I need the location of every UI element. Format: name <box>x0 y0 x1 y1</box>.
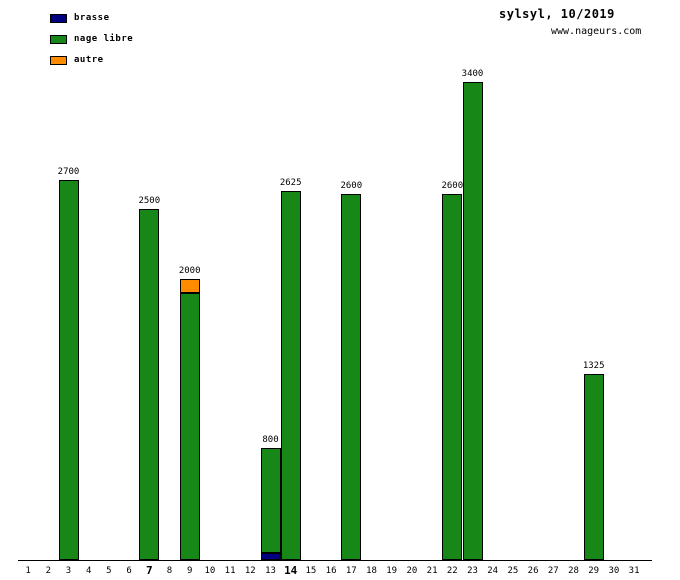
legend: brasse nage libre autre <box>50 13 133 76</box>
bar-segment-nage_libre <box>179 293 200 560</box>
bar-segment-nage_libre <box>462 82 483 560</box>
x-axis-label-day-27: 27 <box>547 566 559 576</box>
bar-day-22 <box>442 194 463 560</box>
bar-value-label: 2600 <box>441 181 464 191</box>
bar-value-label: 1325 <box>582 361 605 371</box>
x-axis-label-day-18: 18 <box>366 566 377 576</box>
x-axis-label-day-23: 23 <box>467 566 478 576</box>
x-axis-label-day-30: 30 <box>608 566 620 576</box>
bar-value-label: 2700 <box>57 167 80 177</box>
x-axis-label-day-21: 21 <box>426 566 438 576</box>
x-axis-label-day-14: 14 <box>284 564 298 577</box>
bar-segment-nage_libre <box>442 194 463 560</box>
x-axis-label-day-8: 8 <box>166 566 173 576</box>
bar-day-17 <box>341 194 362 560</box>
autre-color-swatch <box>50 55 67 65</box>
x-axis-label-day-7: 7 <box>145 564 153 577</box>
x-axis-label-day-6: 6 <box>126 566 132 576</box>
x-axis-label-day-16: 16 <box>325 566 337 576</box>
x-axis-label-day-25: 25 <box>507 566 519 576</box>
x-axis-label-day-20: 20 <box>406 566 418 576</box>
x-axis-label-day-2: 2 <box>45 566 51 576</box>
x-axis-label-day-29: 29 <box>588 566 600 576</box>
brasse-color-swatch <box>50 13 67 23</box>
bar-segment-brasse <box>260 553 281 560</box>
x-axis-label-day-10: 10 <box>204 566 216 576</box>
bar-segment-autre <box>179 279 200 293</box>
bar-day-9 <box>179 279 200 560</box>
x-axis-label-day-24: 24 <box>487 566 499 576</box>
legend-label-nage-libre: nage libre <box>74 34 134 44</box>
nage-libre-color-swatch <box>50 34 67 44</box>
bar-day-29 <box>583 374 604 560</box>
x-axis-label-day-1: 1 <box>25 566 31 576</box>
x-axis-label-day-11: 11 <box>224 566 236 576</box>
x-axis-label-day-17: 17 <box>345 566 357 576</box>
x-axis-label-day-22: 22 <box>446 566 458 576</box>
x-axis-label-day-13: 13 <box>265 566 276 576</box>
bar-value-label: 800 <box>262 435 279 445</box>
bar-value-label: 2625 <box>279 178 302 188</box>
bar-value-label: 2500 <box>138 196 161 206</box>
bar-day-14 <box>280 191 301 560</box>
chart-title: sylsyl, 10/2019 <box>499 7 615 21</box>
x-axis-label-day-12: 12 <box>244 566 256 576</box>
x-axis-label-day-26: 26 <box>527 566 539 576</box>
x-axis-label-day-19: 19 <box>386 566 398 576</box>
bar-value-label: 3400 <box>461 69 484 79</box>
bar-segment-nage_libre <box>280 191 301 560</box>
x-axis-label-day-5: 5 <box>106 566 112 576</box>
x-axis-label-day-28: 28 <box>568 566 579 576</box>
legend-label-brasse: brasse <box>74 13 110 23</box>
bar-day-13 <box>260 448 281 560</box>
legend-item-brasse: brasse <box>50 13 133 23</box>
legend-item-autre: autre <box>50 55 133 65</box>
bar-segment-nage_libre <box>58 180 79 560</box>
bar-day-3 <box>58 180 79 560</box>
x-axis-label-day-4: 4 <box>85 566 92 576</box>
legend-item-nage-libre: nage libre <box>50 34 133 44</box>
x-axis-label-day-9: 9 <box>186 566 193 576</box>
website-url: www.nageurs.com <box>551 26 642 37</box>
bar-value-label: 2600 <box>340 181 363 191</box>
x-axis-label-day-15: 15 <box>305 566 317 576</box>
x-axis-label-day-3: 3 <box>65 566 72 576</box>
x-axis-label-day-31: 31 <box>628 566 640 576</box>
legend-label-autre: autre <box>74 55 104 65</box>
bar-segment-nage_libre <box>583 374 604 560</box>
bar-segment-nage_libre <box>341 194 362 560</box>
bar-day-7 <box>139 209 160 560</box>
bar-value-label: 2000 <box>178 266 201 276</box>
x-axis-line <box>18 560 652 561</box>
bar-segment-nage_libre <box>260 448 281 553</box>
bar-segment-nage_libre <box>139 209 160 560</box>
bar-day-23 <box>462 82 483 560</box>
